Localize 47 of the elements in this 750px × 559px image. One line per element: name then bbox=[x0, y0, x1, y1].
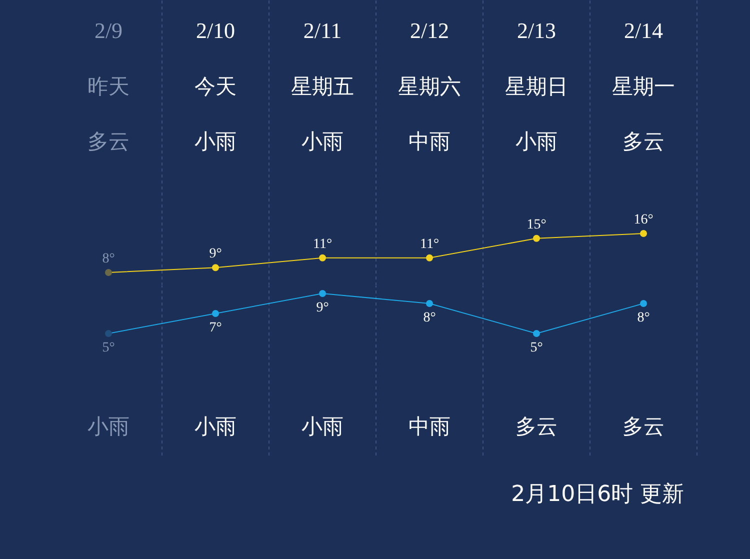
x-tick-label: 多云 bbox=[516, 414, 558, 438]
x-tick-label: 多云 bbox=[622, 414, 664, 438]
point bbox=[533, 234, 540, 242]
data-label: 8° bbox=[423, 310, 436, 326]
point bbox=[212, 264, 219, 272]
text: 昨天 bbox=[88, 74, 130, 98]
x-tick-label: 2/9 bbox=[94, 18, 123, 43]
text: 中雨 bbox=[408, 130, 450, 154]
point bbox=[533, 330, 540, 337]
text: 小雨 bbox=[194, 130, 236, 154]
x-tick-label: 中雨 bbox=[408, 414, 450, 438]
x-tick-label: 2/13 bbox=[516, 18, 556, 43]
data-label: 7° bbox=[209, 320, 222, 336]
data-label: 9° bbox=[316, 300, 329, 316]
data-label: 5° bbox=[102, 340, 115, 356]
x-tick-label: 2/10 bbox=[196, 18, 236, 43]
x-tick-label: 小雨 bbox=[88, 414, 130, 438]
text: 2月10日6时 更新 bbox=[511, 482, 684, 507]
data-label: 16° bbox=[634, 212, 654, 228]
data-label: 11° bbox=[312, 236, 332, 252]
data-label: 9° bbox=[209, 246, 222, 262]
point bbox=[640, 300, 647, 307]
text: 多云 bbox=[88, 130, 130, 154]
point bbox=[426, 300, 433, 307]
text: 今天 bbox=[194, 74, 236, 98]
point bbox=[426, 254, 433, 262]
point bbox=[319, 290, 326, 297]
data-label: 15° bbox=[526, 217, 546, 232]
text: 星期一 bbox=[612, 74, 675, 98]
text: 小雨 bbox=[302, 130, 344, 154]
data-label: 11° bbox=[420, 236, 440, 252]
text: 多云 bbox=[622, 130, 664, 154]
text: 星期六 bbox=[398, 74, 461, 98]
data-label: 5° bbox=[530, 340, 543, 356]
point bbox=[640, 230, 647, 237]
text: 星期五 bbox=[291, 74, 354, 98]
x-tick-label: 2/12 bbox=[410, 18, 450, 43]
point bbox=[319, 254, 326, 262]
data-label: 8° bbox=[102, 252, 115, 266]
text: 小雨 bbox=[516, 130, 558, 154]
x-tick-label: 2/14 bbox=[624, 18, 664, 43]
data-label: 8° bbox=[637, 310, 650, 326]
x-tick-label: 小雨 bbox=[194, 414, 236, 438]
point bbox=[212, 310, 219, 317]
text: 星期日 bbox=[505, 74, 568, 98]
x-tick-label: 2/11 bbox=[303, 18, 342, 43]
x-tick-label: 小雨 bbox=[302, 414, 344, 438]
